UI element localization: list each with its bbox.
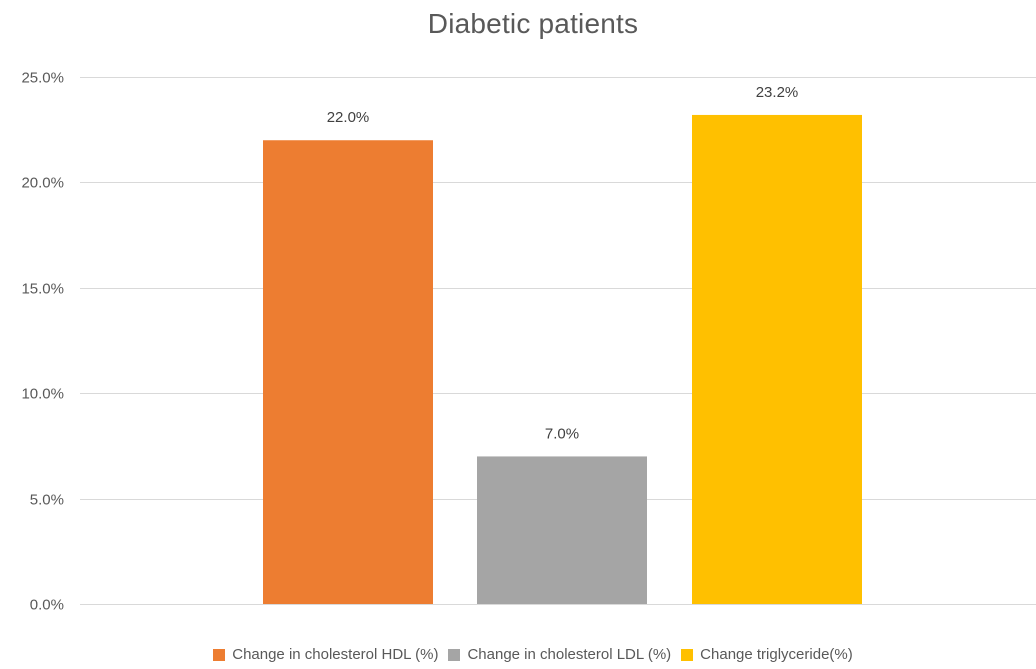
bar-ldl: [477, 456, 647, 604]
legend-swatch-triglyceride: [681, 648, 694, 661]
y-tick-label: 10.0%: [21, 386, 64, 403]
y-tick-label: 25.0%: [21, 70, 64, 87]
gridlines: [80, 77, 1036, 605]
bars: [263, 114, 862, 605]
legend-label-hdl: Change in cholesterol HDL (%): [232, 646, 439, 663]
chart-title: Diabetic patients: [427, 8, 639, 39]
y-tick-label: 15.0%: [21, 281, 64, 298]
data-label: 22.0%: [327, 109, 370, 126]
y-axis-tick-labels: 0.0% 5.0% 10.0% 15.0% 20.0% 25.0%: [21, 70, 64, 614]
legend-label-triglyceride: Change triglyceride(%): [700, 646, 853, 663]
y-tick-label: 20.0%: [21, 175, 64, 192]
legend-item-triglyceride: Change triglyceride(%): [681, 646, 853, 663]
legend-swatch-hdl: [213, 648, 226, 661]
legend-swatch-ldl: [448, 648, 461, 661]
data-label: 23.2%: [756, 84, 799, 101]
data-labels: 22.0% 7.0% 23.2%: [327, 84, 799, 442]
y-tick-label: 5.0%: [30, 492, 64, 509]
bar-triglyceride: [692, 114, 862, 604]
legend-label-ldl: Change in cholesterol LDL (%): [467, 646, 672, 663]
legend-item-hdl: Change in cholesterol HDL (%): [213, 646, 438, 663]
bar-hdl: [263, 140, 433, 605]
data-label: 7.0%: [545, 425, 579, 442]
y-tick-label: 0.0%: [30, 597, 64, 614]
legend: Change in cholesterol HDL (%) Change in …: [0, 646, 1036, 663]
legend-item-ldl: Change in cholesterol LDL (%): [448, 646, 671, 663]
